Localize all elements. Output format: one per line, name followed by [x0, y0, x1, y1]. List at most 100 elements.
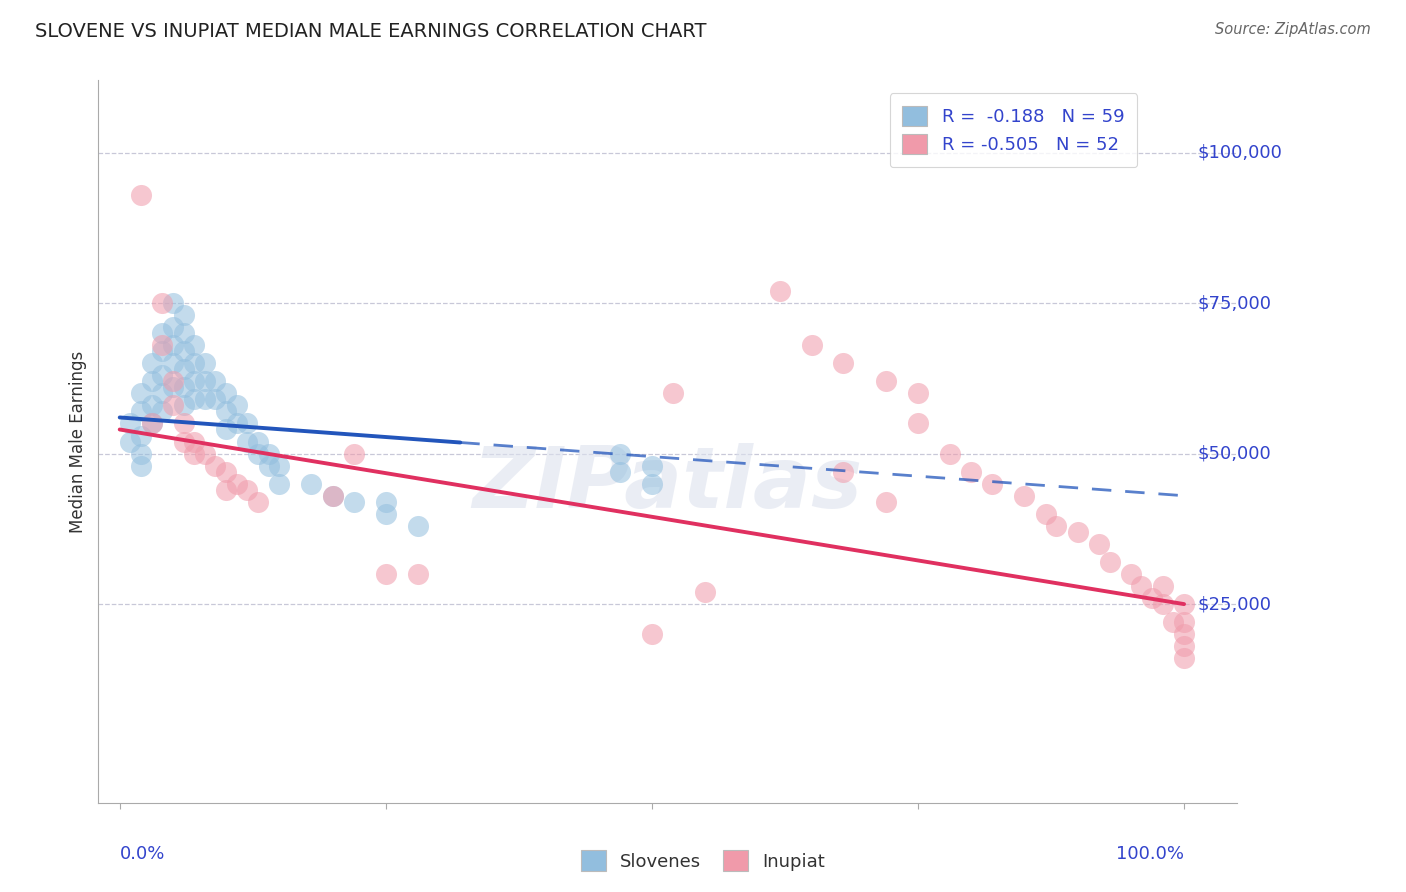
- Point: [215, 404, 238, 418]
- Point: [1152, 597, 1174, 611]
- Point: [141, 356, 163, 370]
- Point: [374, 507, 396, 521]
- Point: [374, 494, 396, 508]
- Text: $100,000: $100,000: [1198, 144, 1282, 161]
- Point: [299, 476, 322, 491]
- Point: [129, 458, 152, 473]
- Point: [875, 494, 897, 508]
- Point: [194, 374, 217, 388]
- Point: [204, 392, 226, 407]
- Legend: R =  -0.188   N = 59, R = -0.505   N = 52: R = -0.188 N = 59, R = -0.505 N = 52: [890, 93, 1137, 167]
- Point: [269, 476, 291, 491]
- Point: [1173, 597, 1195, 611]
- Point: [939, 446, 962, 460]
- Point: [609, 446, 631, 460]
- Point: [1163, 615, 1185, 630]
- Point: [215, 465, 238, 479]
- Point: [141, 398, 163, 412]
- Point: [374, 567, 396, 582]
- Point: [609, 465, 631, 479]
- Point: [129, 386, 152, 401]
- Point: [162, 320, 184, 334]
- Point: [322, 489, 344, 503]
- Point: [236, 417, 259, 431]
- Point: [247, 494, 270, 508]
- Point: [406, 518, 429, 533]
- Point: [183, 356, 205, 370]
- Point: [907, 386, 929, 401]
- Point: [183, 392, 205, 407]
- Point: [162, 374, 184, 388]
- Point: [204, 458, 226, 473]
- Point: [768, 284, 790, 298]
- Point: [173, 308, 195, 322]
- Point: [1173, 627, 1195, 641]
- Point: [129, 404, 152, 418]
- Point: [1173, 651, 1195, 665]
- Point: [194, 392, 217, 407]
- Text: Source: ZipAtlas.com: Source: ZipAtlas.com: [1215, 22, 1371, 37]
- Text: ZIPatlas: ZIPatlas: [472, 443, 863, 526]
- Point: [225, 476, 247, 491]
- Point: [257, 446, 280, 460]
- Point: [343, 494, 366, 508]
- Point: [150, 326, 173, 340]
- Point: [406, 567, 429, 582]
- Point: [960, 465, 983, 479]
- Point: [1045, 518, 1067, 533]
- Point: [150, 338, 173, 352]
- Point: [173, 417, 195, 431]
- Point: [981, 476, 1004, 491]
- Point: [641, 458, 664, 473]
- Point: [225, 417, 247, 431]
- Point: [215, 386, 238, 401]
- Point: [832, 465, 855, 479]
- Point: [194, 356, 217, 370]
- Text: $75,000: $75,000: [1198, 294, 1272, 312]
- Point: [1098, 555, 1121, 569]
- Point: [1152, 579, 1174, 593]
- Point: [183, 374, 205, 388]
- Point: [1066, 524, 1088, 539]
- Point: [662, 386, 685, 401]
- Point: [215, 422, 238, 436]
- Point: [247, 446, 270, 460]
- Text: $25,000: $25,000: [1198, 595, 1272, 613]
- Point: [141, 417, 163, 431]
- Text: 100.0%: 100.0%: [1116, 845, 1184, 863]
- Point: [150, 344, 173, 359]
- Point: [173, 398, 195, 412]
- Point: [141, 417, 163, 431]
- Point: [120, 417, 142, 431]
- Point: [150, 386, 173, 401]
- Point: [162, 398, 184, 412]
- Point: [832, 356, 855, 370]
- Point: [907, 417, 929, 431]
- Point: [129, 428, 152, 442]
- Point: [693, 585, 716, 599]
- Point: [1119, 567, 1142, 582]
- Point: [322, 489, 344, 503]
- Point: [641, 627, 664, 641]
- Point: [1173, 615, 1195, 630]
- Point: [343, 446, 366, 460]
- Text: 0.0%: 0.0%: [120, 845, 165, 863]
- Point: [236, 434, 259, 449]
- Point: [173, 434, 195, 449]
- Legend: Slovenes, Inupiat: Slovenes, Inupiat: [574, 843, 832, 879]
- Point: [162, 356, 184, 370]
- Point: [641, 476, 664, 491]
- Point: [1088, 537, 1111, 551]
- Point: [1014, 489, 1036, 503]
- Text: SLOVENE VS INUPIAT MEDIAN MALE EARNINGS CORRELATION CHART: SLOVENE VS INUPIAT MEDIAN MALE EARNINGS …: [35, 22, 707, 41]
- Point: [215, 483, 238, 497]
- Point: [173, 326, 195, 340]
- Point: [129, 446, 152, 460]
- Text: $50,000: $50,000: [1198, 444, 1271, 463]
- Point: [194, 446, 217, 460]
- Point: [247, 434, 270, 449]
- Point: [162, 380, 184, 394]
- Y-axis label: Median Male Earnings: Median Male Earnings: [69, 351, 87, 533]
- Point: [183, 446, 205, 460]
- Point: [1130, 579, 1153, 593]
